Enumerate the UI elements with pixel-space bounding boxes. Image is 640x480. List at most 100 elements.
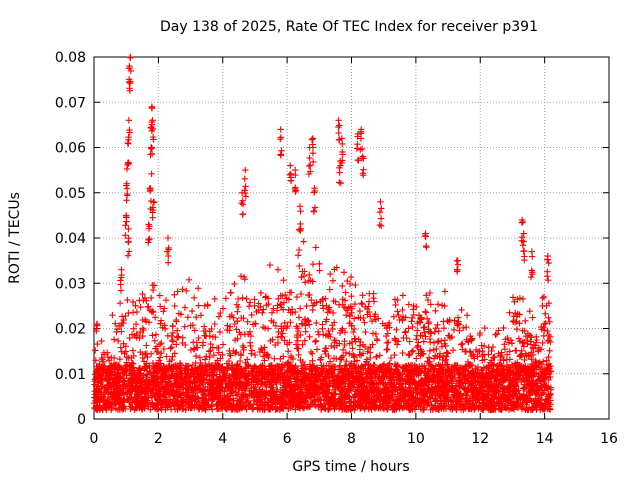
data-point — [239, 342, 246, 350]
data-point — [323, 302, 330, 310]
data-point — [195, 302, 202, 309]
data-point — [301, 337, 308, 344]
data-point — [219, 369, 226, 376]
data-point — [441, 288, 449, 295]
data-point — [387, 354, 395, 362]
data-point — [322, 345, 330, 352]
data-point — [181, 304, 189, 311]
data-point — [231, 280, 238, 288]
data-point — [341, 297, 349, 304]
data-point — [319, 321, 326, 328]
data-point — [518, 347, 525, 354]
data-point — [116, 322, 123, 329]
data-point — [383, 339, 391, 347]
data-point — [296, 262, 303, 270]
data-point — [423, 292, 430, 299]
data-point — [233, 349, 240, 356]
data-point — [349, 345, 356, 352]
data-point — [301, 361, 308, 368]
data-point — [177, 311, 185, 318]
data-point — [342, 289, 349, 296]
data-point — [399, 306, 406, 314]
data-point — [234, 308, 241, 315]
data-point — [246, 299, 254, 306]
data-point — [309, 261, 317, 268]
data-point — [418, 314, 425, 321]
data-point — [309, 278, 316, 285]
data-point — [402, 314, 409, 321]
data-point — [168, 344, 175, 351]
data-point — [466, 348, 474, 355]
data-point — [140, 326, 147, 334]
data-point — [196, 354, 204, 361]
data-point — [130, 325, 137, 332]
data-point — [427, 339, 434, 346]
data-point — [435, 328, 442, 335]
data-point — [173, 318, 180, 325]
data-point — [513, 347, 520, 354]
data-point — [351, 300, 359, 308]
data-point — [299, 321, 306, 328]
data-point — [145, 303, 152, 310]
data-point — [456, 327, 463, 334]
data-point — [247, 342, 254, 350]
data-point — [248, 311, 255, 319]
data-point — [392, 301, 399, 309]
data-point — [394, 308, 401, 315]
data-point — [113, 326, 121, 333]
data-point — [317, 356, 324, 364]
data-point — [237, 273, 245, 280]
data-point — [169, 353, 176, 360]
data-point — [183, 287, 190, 295]
data-point — [286, 339, 293, 346]
data-point — [233, 326, 240, 333]
data-point — [242, 359, 249, 366]
x-tick-label: 2 — [154, 431, 163, 447]
data-point — [329, 277, 337, 284]
data-point — [116, 300, 124, 307]
data-point — [475, 377, 483, 384]
data-point — [422, 308, 429, 315]
data-point — [440, 318, 447, 325]
data-point — [472, 346, 480, 354]
data-point — [440, 325, 448, 332]
data-point — [171, 291, 178, 298]
data-point — [460, 324, 467, 332]
data-point — [299, 341, 306, 348]
data-point — [239, 294, 246, 302]
data-point — [129, 298, 137, 306]
data-point — [153, 348, 160, 356]
data-point — [157, 303, 164, 310]
data-point — [458, 306, 465, 314]
data-point — [125, 309, 132, 317]
data-point — [195, 334, 202, 342]
data-point — [426, 347, 434, 354]
data-point — [323, 316, 330, 323]
data-point — [348, 305, 356, 312]
data-point — [458, 341, 465, 348]
data-point — [544, 327, 551, 335]
data-point — [529, 314, 536, 321]
data-point — [502, 336, 509, 343]
data-point — [326, 286, 333, 293]
data-point — [169, 323, 176, 330]
data-point — [98, 337, 105, 345]
data-point — [279, 373, 286, 380]
data-point — [264, 325, 272, 332]
data-point — [244, 318, 251, 325]
data-point — [438, 337, 445, 345]
data-point — [285, 296, 293, 303]
data-point — [346, 280, 354, 288]
data-point — [297, 305, 304, 312]
data-point — [279, 330, 286, 337]
data-point — [491, 353, 498, 361]
data-point — [274, 266, 282, 273]
data-point — [219, 305, 227, 312]
data-point — [188, 307, 196, 315]
data-point — [268, 317, 275, 324]
data-point — [262, 294, 269, 301]
data-point — [385, 339, 392, 346]
data-point — [522, 317, 529, 324]
data-point — [359, 292, 366, 299]
